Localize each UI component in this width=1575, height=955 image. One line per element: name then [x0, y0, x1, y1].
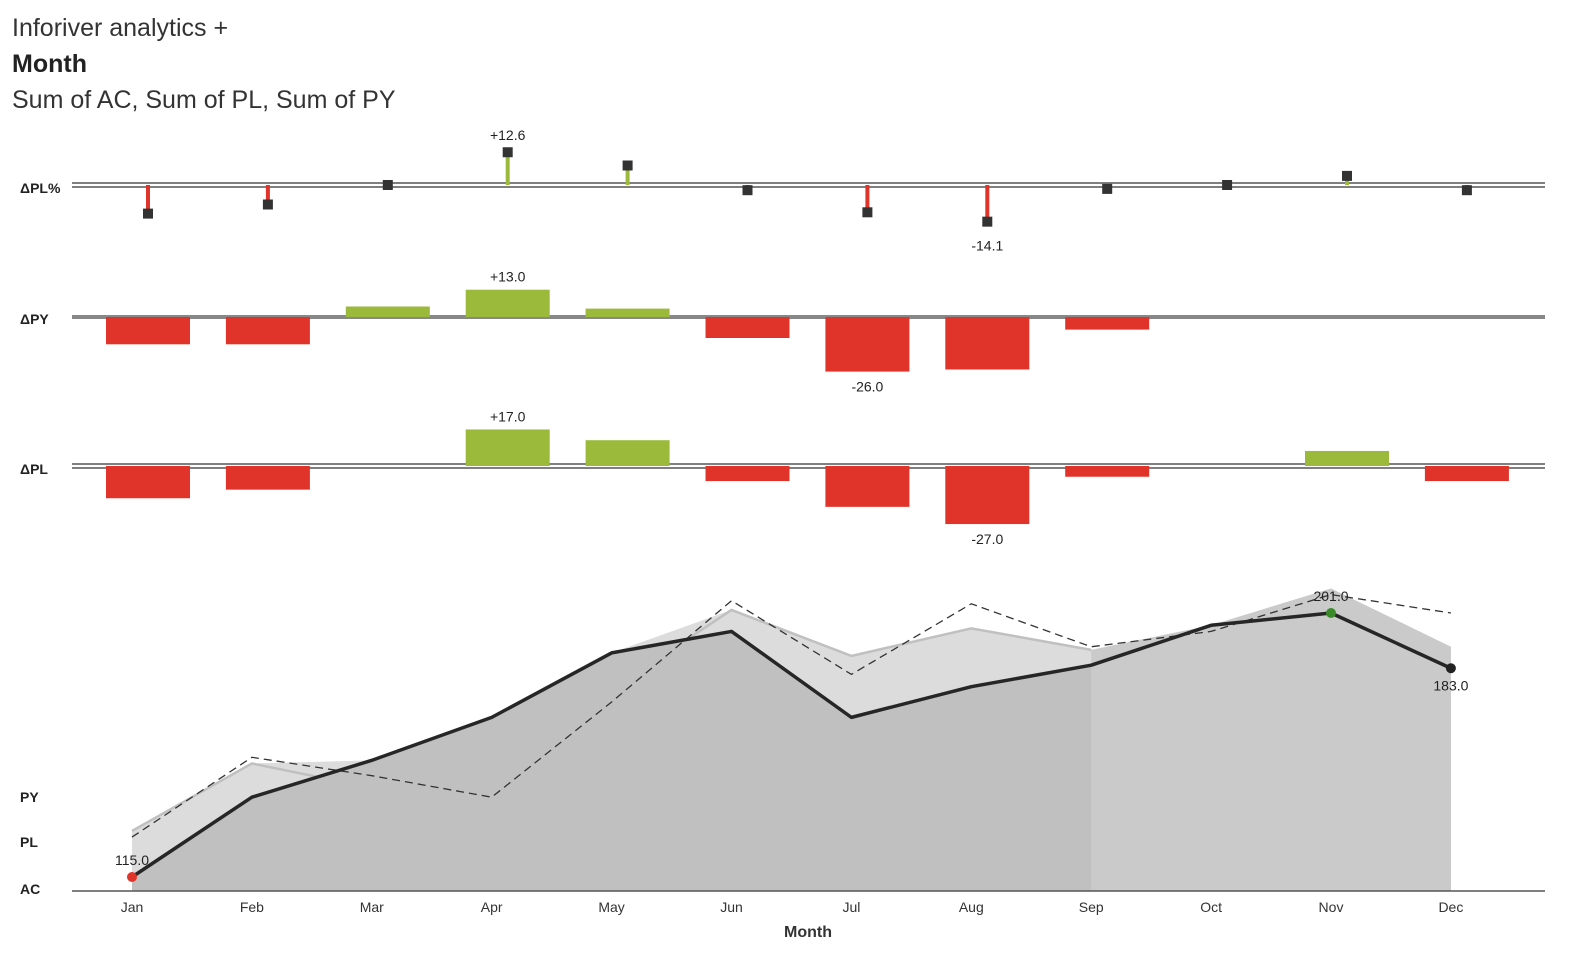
pin-marker-May: [622, 160, 633, 171]
pin-marker-Mar: [382, 180, 393, 190]
bar-dpy-Feb: [225, 317, 310, 345]
x-tick-label-Dec: Dec: [1438, 899, 1463, 915]
bar-dpy-Jan: [106, 317, 190, 345]
pin-marker-Sep: [1102, 183, 1113, 194]
bar-dpl-Jun: [705, 466, 790, 482]
series-line-py: [131, 593, 1451, 838]
bar-dpl-May: [585, 440, 670, 466]
bar-dpl-Apr: [465, 429, 550, 466]
app-title: Inforiver analytics +: [12, 14, 229, 42]
data-label-dpy-Apr: +13.0: [490, 269, 526, 285]
x-tick-label-Apr: Apr: [481, 899, 503, 915]
x-tick-label-Feb: Feb: [240, 899, 264, 915]
x-tick-label-Jul: Jul: [842, 899, 860, 915]
bar-dpy-Mar: [345, 306, 430, 317]
pin-marker-Oct: [1222, 180, 1233, 190]
x-tick-label-Sep: Sep: [1079, 899, 1104, 915]
ac-last-point: [1445, 663, 1456, 674]
pin-marker-Dec: [1461, 185, 1472, 196]
data-label-ac-Jan: 115.0: [115, 852, 149, 868]
bar-dpy-Sep: [1065, 317, 1150, 330]
bar-dpy-Aug: [945, 317, 1030, 370]
pin-marker-Aug: [982, 216, 993, 227]
pin-marker-Apr: [502, 147, 513, 158]
ac-min-point: [127, 872, 137, 882]
bar-dpl-Feb: [225, 466, 310, 490]
bar-dpl-Nov: [1305, 450, 1389, 466]
x-tick-label-Nov: Nov: [1319, 899, 1344, 915]
bar-dpy-Jun: [705, 317, 790, 338]
ac-max-point: [1326, 608, 1336, 618]
bar-dpl-Sep: [1065, 466, 1150, 477]
x-tick-label-Jan: Jan: [121, 899, 144, 915]
bar-dpl-Jul: [825, 466, 910, 507]
data-label-ac-Dec: 183.0: [1433, 677, 1468, 693]
row-label-dpy: ΔPY: [20, 311, 49, 327]
pin-marker-Nov: [1342, 170, 1352, 181]
data-label-dpl-Apr: +17.0: [490, 408, 526, 424]
pin-marker-Feb: [262, 199, 273, 210]
bar-dpl-Dec: [1424, 466, 1509, 482]
row-label-dpl-pct: ΔPL%: [20, 180, 61, 196]
chart-marks-layer: +12.6 -14.1 +13.0 -26.0 +17.0 -27.0 Jan Feb Mar A…: [72, 127, 1545, 915]
data-label-dpy-Jul: -26.0: [851, 379, 883, 395]
x-axis-title: Month: [784, 924, 832, 941]
bar-dpy-Jul: [825, 317, 910, 372]
data-label-dpl-pct-Apr: +12.6: [490, 127, 526, 143]
x-tick-label-Oct: Oct: [1200, 899, 1222, 915]
pin-marker-Jul: [862, 207, 873, 218]
chart-subtitle: Sum of AC, Sum of PL, Sum of PY: [12, 86, 396, 114]
chart-title: Month: [12, 50, 87, 78]
row-label-pl: PL: [20, 834, 38, 850]
pin-marker-Jan: [143, 208, 153, 219]
area-forecast: [1091, 588, 1451, 891]
x-tick-label-Mar: Mar: [360, 899, 384, 915]
series-line-ac: [131, 611, 1452, 879]
bar-dpl-Jan: [106, 466, 190, 499]
pin-marker-Jun: [742, 185, 753, 196]
x-tick-label-May: May: [598, 899, 624, 915]
bar-dpl-Aug: [945, 466, 1030, 525]
bar-dpy-May: [585, 308, 670, 317]
data-label-dpl-Aug: -27.0: [971, 531, 1003, 547]
row-label-py: PY: [20, 789, 39, 805]
row-label-ac: AC: [20, 881, 40, 897]
x-tick-label-Aug: Aug: [959, 899, 984, 915]
x-tick-label-Jun: Jun: [720, 899, 743, 915]
row-label-dpl: ΔPL: [20, 461, 48, 477]
data-label-dpl-pct-Aug: -14.1: [971, 238, 1003, 254]
bar-dpy-Apr: [465, 289, 550, 317]
series-line-pl: [131, 608, 1092, 833]
data-label-ac-Nov: 201.0: [1313, 588, 1348, 604]
